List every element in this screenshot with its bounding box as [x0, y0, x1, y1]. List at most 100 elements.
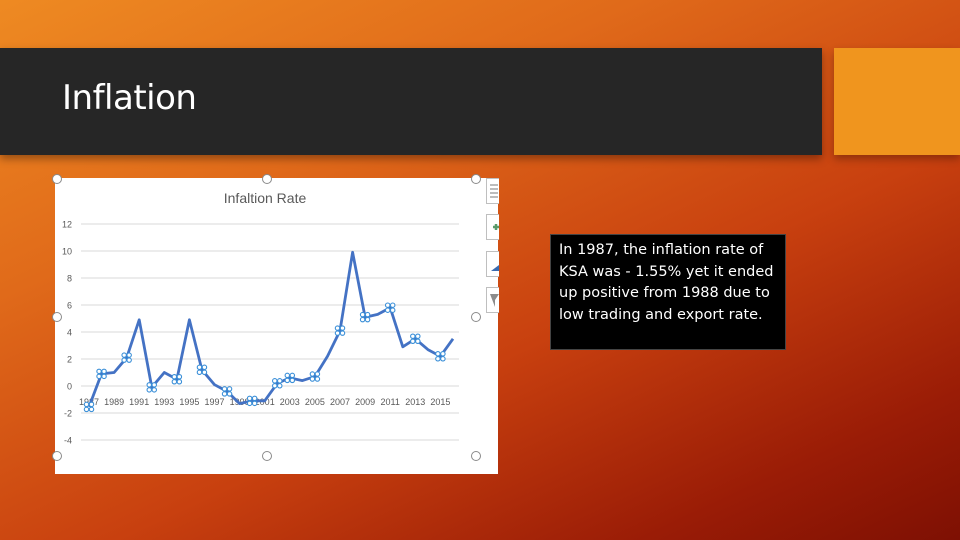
- x-tick-label: 2005: [305, 397, 325, 407]
- data-point-marker[interactable]: [339, 325, 346, 331]
- filter-icon: [490, 294, 499, 307]
- x-tick-label: 2015: [430, 397, 450, 407]
- data-point-marker[interactable]: [314, 376, 321, 382]
- resize-handle-top-right[interactable]: [471, 174, 481, 184]
- data-point-marker[interactable]: [277, 383, 283, 389]
- resize-handle-top-center[interactable]: [262, 174, 272, 184]
- data-point-marker[interactable]: [334, 325, 341, 331]
- inflation-line[interactable]: [87, 250, 455, 408]
- data-point-marker[interactable]: [83, 406, 90, 413]
- data-point-marker[interactable]: [151, 387, 158, 393]
- data-point-marker[interactable]: [359, 311, 366, 318]
- data-point-marker[interactable]: [384, 302, 391, 308]
- plus-icon: [493, 224, 499, 230]
- data-point-marker[interactable]: [410, 333, 416, 340]
- data-point-marker[interactable]: [309, 376, 316, 382]
- data-point-marker[interactable]: [96, 368, 102, 375]
- line-chart: Infaltion Rate 12 10 8 6 4 2 0 -2 -4 1987 1989 1991 1…: [62, 190, 459, 446]
- data-point-marker[interactable]: [364, 316, 371, 323]
- resize-handle-bottom-center[interactable]: [262, 451, 272, 461]
- data-point-marker[interactable]: [171, 374, 178, 380]
- data-point-marker[interactable]: [314, 371, 321, 377]
- x-tick-label: 2013: [405, 397, 425, 407]
- x-tick-label: 1993: [154, 397, 174, 407]
- data-point-marker[interactable]: [410, 338, 416, 345]
- data-point-marker[interactable]: [440, 351, 446, 357]
- data-point-marker[interactable]: [289, 372, 296, 379]
- data-point-marker[interactable]: [226, 386, 233, 392]
- slide-title: Inflation: [62, 78, 197, 118]
- resize-handle-bottom-left[interactable]: [52, 451, 62, 461]
- data-point-marker[interactable]: [101, 368, 107, 375]
- inflation-note-textbox[interactable]: In 1987, the inflation rate of KSA was -…: [550, 234, 786, 350]
- data-point-marker[interactable]: [440, 356, 446, 362]
- x-tick-label: 2011: [381, 397, 400, 407]
- data-point-marker[interactable]: [101, 373, 107, 380]
- data-point-marker[interactable]: [277, 378, 283, 384]
- accent-box: [834, 48, 960, 155]
- resize-handle-middle-left[interactable]: [52, 312, 62, 322]
- data-point-marker[interactable]: [201, 364, 208, 371]
- data-point-marker[interactable]: [334, 330, 341, 336]
- data-point-marker[interactable]: [364, 311, 371, 318]
- data-point-marker[interactable]: [251, 395, 258, 402]
- data-point-marker[interactable]: [126, 352, 132, 358]
- data-point-marker[interactable]: [246, 400, 253, 407]
- data-point-marker[interactable]: [83, 401, 90, 408]
- data-point-marker[interactable]: [389, 302, 396, 308]
- chart-layout-button[interactable]: [486, 178, 499, 204]
- chart-styles-button[interactable]: [486, 251, 499, 277]
- data-point-marker[interactable]: [339, 330, 346, 336]
- data-point-marker[interactable]: [435, 351, 441, 357]
- data-point-marker[interactable]: [272, 383, 278, 389]
- data-point-marker[interactable]: [171, 379, 178, 385]
- resize-handle-middle-right[interactable]: [471, 312, 481, 322]
- chart-frame[interactable]: Infaltion Rate 12 10 8 6 4 2 0 -2 -4 1987 1989 1991 1…: [55, 178, 498, 474]
- data-point-marker[interactable]: [146, 387, 153, 393]
- data-point-marker[interactable]: [88, 401, 95, 408]
- data-point-marker[interactable]: [289, 377, 296, 384]
- data-point-marker[interactable]: [176, 374, 183, 380]
- data-point-marker[interactable]: [221, 391, 228, 397]
- resize-handle-bottom-right[interactable]: [471, 451, 481, 461]
- data-point-marker[interactable]: [196, 369, 203, 376]
- data-point-marker[interactable]: [196, 364, 203, 371]
- data-point-marker[interactable]: [389, 307, 396, 313]
- data-point-marker[interactable]: [309, 371, 316, 377]
- data-point-marker[interactable]: [384, 307, 391, 313]
- data-point-marker[interactable]: [126, 357, 132, 363]
- brush-style-icon: [491, 265, 499, 271]
- y-tick-label: 2: [67, 355, 72, 365]
- data-point-marker[interactable]: [201, 369, 208, 376]
- x-tick-label: 1991: [129, 397, 149, 407]
- x-tick-label: 1995: [179, 397, 199, 407]
- x-tick-label: 1987: [79, 397, 99, 407]
- data-point-marker[interactable]: [415, 333, 421, 340]
- data-point-marker[interactable]: [272, 378, 278, 384]
- data-point-marker[interactable]: [121, 352, 127, 358]
- data-point-marker[interactable]: [415, 338, 421, 345]
- data-point-marker[interactable]: [246, 395, 253, 402]
- resize-handle-top-left[interactable]: [52, 174, 62, 184]
- data-point-marker[interactable]: [251, 400, 258, 407]
- y-tick-label: 8: [67, 274, 72, 284]
- y-tick-label: 6: [67, 301, 72, 311]
- data-point-marker[interactable]: [176, 379, 183, 385]
- data-point-marker[interactable]: [121, 357, 127, 363]
- data-point-marker[interactable]: [284, 372, 291, 379]
- y-tick-label: -4: [64, 436, 72, 446]
- data-point-marker[interactable]: [359, 316, 366, 323]
- chart-filters-button[interactable]: [486, 287, 499, 313]
- data-point-marker[interactable]: [96, 373, 102, 380]
- chart-elements-button[interactable]: [486, 214, 499, 240]
- data-point-marker[interactable]: [226, 391, 233, 397]
- y-tick-label: 0: [67, 382, 72, 392]
- data-point-marker[interactable]: [435, 356, 441, 362]
- data-point-marker[interactable]: [88, 406, 95, 413]
- data-point-marker[interactable]: [284, 377, 291, 384]
- data-point-marker[interactable]: [221, 386, 228, 392]
- data-point-marker[interactable]: [146, 382, 153, 388]
- data-point-marker[interactable]: [151, 382, 158, 388]
- y-tick-label: -2: [64, 409, 72, 419]
- chart-title: Infaltion Rate: [224, 190, 307, 206]
